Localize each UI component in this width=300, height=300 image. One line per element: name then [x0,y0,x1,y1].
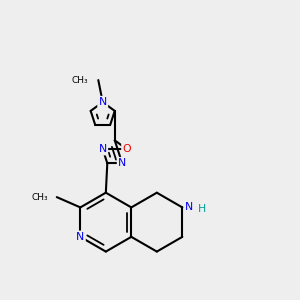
Text: H: H [198,204,206,214]
Text: N: N [118,158,126,168]
Text: N: N [76,232,85,242]
Text: N: N [99,97,107,107]
Text: CH₃: CH₃ [71,76,88,85]
Text: N: N [185,202,194,212]
Text: N: N [99,144,107,154]
Text: CH₃: CH₃ [31,193,48,202]
Text: O: O [122,144,131,154]
